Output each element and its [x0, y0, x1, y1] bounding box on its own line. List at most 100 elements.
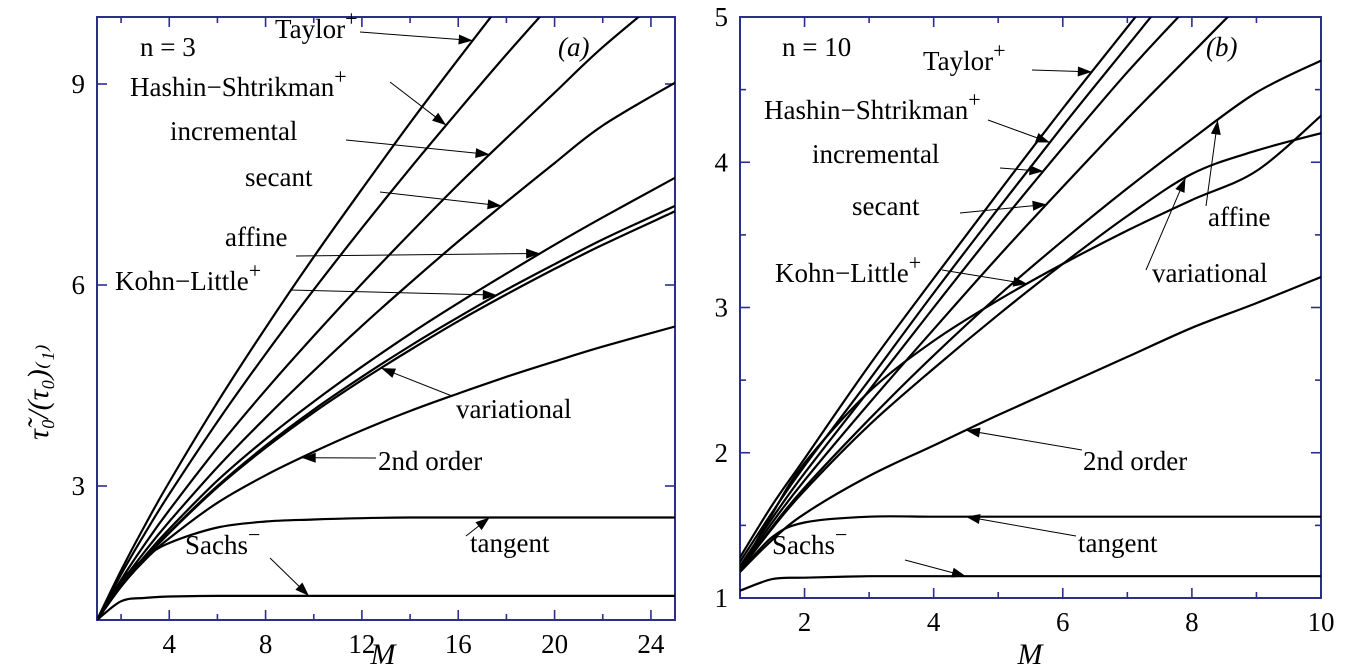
x-axis-label: M	[1017, 638, 1045, 670]
series-label-sachs: Sachs−	[772, 522, 847, 560]
series-label-hashin-shtrikman: Hashin−Shtrikman+	[764, 87, 981, 125]
series-label-sachs: Sachs−	[185, 522, 260, 560]
x-tick-label: 6	[1056, 607, 1070, 637]
arrowhead	[432, 112, 447, 126]
x-tick-label: 4	[927, 607, 941, 637]
panel-label: (a)	[558, 32, 589, 62]
arrowhead	[1175, 178, 1186, 193]
series-line-tangent	[97, 516, 675, 620]
series-label-kohn-little: Kohn−Little+	[115, 258, 261, 296]
series-line-incremental	[740, 17, 1180, 568]
y-axis-label: τ̃₀/(τ₀)₍₁₎	[22, 344, 55, 440]
series-label-affine: affine	[1208, 202, 1270, 232]
arrowhead	[1012, 276, 1028, 287]
series-label-secant: secant	[852, 191, 920, 221]
series-label-hashin-shtrikman: Hashin−Shtrikman+	[130, 64, 347, 102]
leader-line	[965, 516, 1077, 537]
arrowhead	[1210, 120, 1221, 135]
series-label-kohn-little: Kohn−Little+	[775, 250, 921, 288]
y-tick-label: 9	[72, 69, 86, 99]
series-label-secant: secant	[245, 162, 313, 192]
y-tick-label: 6	[72, 270, 86, 300]
x-tick-label: 12	[348, 629, 375, 659]
plot-frame	[96, 16, 676, 621]
x-tick-label: 8	[1185, 607, 1199, 637]
leader-line	[289, 289, 497, 296]
series-label-variational: variational	[456, 394, 571, 424]
series-line-secant	[97, 81, 675, 620]
series-line-2nd-order	[97, 325, 675, 620]
series-label-taylor: Taylor+	[923, 38, 1006, 76]
series-line-secant	[740, 17, 1230, 571]
leader-line	[1205, 120, 1219, 207]
arrowhead	[295, 582, 309, 596]
y-tick-label: 3	[715, 293, 729, 323]
arrowhead	[1035, 133, 1050, 143]
y-tick-label: 3	[72, 471, 86, 501]
param-label: n = 10	[782, 32, 851, 62]
y-tick-label: 4	[715, 147, 729, 177]
leader-line	[379, 191, 502, 207]
series-label-affine: affine	[225, 222, 287, 252]
series-label-incremental: incremental	[812, 139, 939, 169]
panel-a: 4 8 12 16 20 24 3 6 9 Mn = 3 (a) Taylor+ Hashin−Shtr…	[72, 6, 676, 670]
y-tick-label: 1	[715, 583, 729, 613]
y-tick-label: 2	[715, 438, 729, 468]
series-line-hashin-shtrikman	[97, 17, 542, 620]
series-group	[97, 17, 675, 620]
series-line-tangent	[740, 515, 1321, 573]
series-group	[740, 17, 1321, 592]
series-line-sachs	[740, 575, 1321, 592]
series-line-taylor	[740, 17, 1137, 559]
arrowhead	[381, 368, 397, 378]
arrowhead	[965, 514, 981, 525]
arrowhead	[1032, 200, 1047, 211]
series-line-kohn-little	[740, 114, 1321, 572]
series-label-incremental: incremental	[170, 116, 297, 146]
arrowhead	[475, 148, 490, 159]
leader-line	[1145, 177, 1186, 271]
x-tick-label: 24	[637, 629, 665, 659]
arrowhead	[965, 427, 981, 438]
arrowhead	[301, 452, 316, 463]
x-tick-label: 8	[259, 629, 273, 659]
arrowhead	[458, 34, 473, 45]
arrowhead	[482, 289, 497, 300]
arrowhead	[1077, 66, 1092, 77]
leader-line	[965, 429, 1083, 451]
x-tick-label: 10	[1308, 607, 1335, 637]
series-label-taylor: Taylor+	[275, 6, 358, 44]
leader-line	[359, 31, 473, 42]
leader-line	[295, 252, 541, 257]
arrowhead	[475, 517, 490, 531]
arrowhead	[951, 567, 966, 578]
series-line-affine	[97, 176, 675, 620]
series-line-2nd-order	[740, 275, 1321, 573]
x-tick-label: 16	[445, 629, 472, 659]
panel-label: (b)	[1206, 32, 1237, 62]
series-line-hashin-shtrikman	[740, 17, 1153, 563]
x-axis-label: M	[370, 638, 398, 670]
param-label: n = 3	[140, 32, 196, 62]
arrowhead	[526, 248, 541, 259]
series-line-taylor	[97, 17, 493, 620]
arrowhead	[1029, 165, 1044, 176]
series-label-2nd-order: 2nd order	[1083, 446, 1187, 476]
leader-line	[959, 203, 1047, 214]
leader-line	[345, 139, 490, 155]
arrowhead	[487, 199, 502, 210]
series-label-2nd-order: 2nd order	[378, 446, 482, 476]
series-label-tangent: tangent	[1078, 528, 1158, 558]
x-tick-label: 20	[541, 629, 568, 659]
series-line-sachs	[97, 594, 675, 620]
series-label-tangent: tangent	[470, 528, 550, 558]
x-tick-label: 4	[163, 629, 177, 659]
series-line-incremental	[97, 17, 641, 620]
series-line-affine	[740, 59, 1321, 572]
leader-line	[941, 269, 1028, 285]
y-tick-label: 5	[715, 2, 729, 32]
x-tick-label: 2	[798, 607, 812, 637]
